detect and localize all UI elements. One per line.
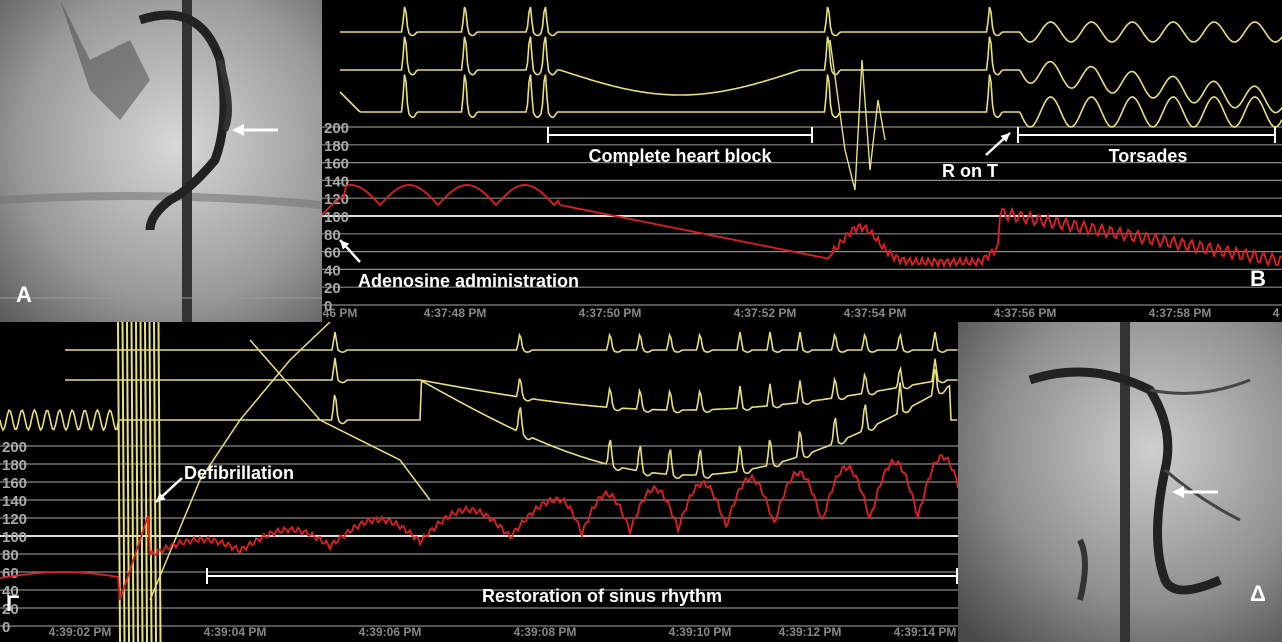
annotation: Adenosine administration	[358, 271, 579, 291]
angiogram-a: A	[0, 0, 322, 322]
time-label: 4:39:08 PM	[514, 625, 577, 639]
time-label: 4:37:54 PM	[844, 306, 907, 320]
annotation: R on T	[942, 161, 998, 181]
trace	[157, 322, 162, 642]
y-tick-label: 0	[2, 619, 10, 636]
y-tick-label: 80	[324, 227, 341, 244]
time-label: 4:39:06 PM	[359, 625, 422, 639]
y-tick-label: 160	[2, 475, 27, 492]
trace	[149, 322, 331, 601]
trace	[339, 74, 1282, 128]
trace	[829, 39, 886, 191]
y-tick-label: 180	[324, 138, 349, 155]
annotation: Restoration of sinus rhythm	[482, 586, 722, 606]
trace	[65, 331, 958, 354]
annotation: Torsades	[1109, 146, 1188, 166]
y-tick-label: 100	[2, 529, 27, 546]
time-label: 4:39:04 PM	[204, 625, 267, 639]
panel-g: 200180160140120100806040200Defibrillatio…	[0, 322, 958, 642]
y-tick-label: 80	[2, 547, 19, 564]
time-label: 4:37:56 PM	[994, 306, 1057, 320]
time-label: 4:37:52 PM	[734, 306, 797, 320]
trace	[0, 454, 958, 601]
y-tick-label: 160	[324, 156, 349, 173]
time-label: 4	[1273, 306, 1280, 320]
y-tick-label: 40	[324, 262, 341, 279]
panel-label: A	[16, 282, 32, 307]
time-label: 4:37:50 PM	[579, 306, 642, 320]
y-tick-label: 20	[324, 280, 341, 297]
arrow-head	[1000, 133, 1010, 143]
time-label: 4:39:12 PM	[779, 625, 842, 639]
y-tick-label: 200	[2, 439, 27, 456]
angiogram-d: Δ	[958, 322, 1282, 642]
y-tick-label: 180	[2, 457, 27, 474]
panel-label: B	[1250, 266, 1266, 291]
y-tick-label: 20	[2, 601, 19, 618]
trace	[126, 322, 130, 642]
y-tick-label: 140	[324, 173, 349, 190]
trace	[153, 322, 157, 642]
y-tick-label: 140	[2, 493, 27, 510]
time-label: 4:39:10 PM	[669, 625, 732, 639]
y-tick-label: 0	[324, 298, 332, 315]
trace	[340, 36, 1282, 114]
y-tick-label: 120	[2, 511, 27, 528]
trace	[135, 322, 139, 642]
time-label: 4:39:14 PM	[894, 625, 957, 639]
time-label: 4:37:58 PM	[1149, 306, 1212, 320]
time-label: 4:37:48 PM	[424, 306, 487, 320]
trace	[139, 322, 144, 642]
trace	[65, 357, 958, 414]
trace	[148, 322, 153, 642]
arrow-head	[340, 240, 350, 250]
trace	[322, 184, 1282, 269]
time-label: 4:39:02 PM	[49, 625, 112, 639]
panel-label: Γ	[6, 591, 19, 616]
y-tick-label: 120	[324, 191, 349, 208]
time-label: 46 PM	[323, 306, 358, 320]
panel-label: Δ	[1250, 581, 1266, 606]
trace	[340, 6, 1282, 43]
y-tick-label: 60	[324, 245, 341, 262]
annotation: Complete heart block	[588, 146, 772, 166]
y-tick-label: 100	[324, 209, 349, 226]
y-tick-label: 60	[2, 565, 19, 582]
trace	[130, 322, 135, 642]
y-tick-label: 200	[324, 120, 349, 137]
trace	[249, 339, 431, 501]
arrow-head	[156, 492, 166, 502]
trace	[144, 322, 148, 642]
y-tick-label: 40	[2, 583, 19, 600]
annotation: Defibrillation	[184, 463, 294, 483]
